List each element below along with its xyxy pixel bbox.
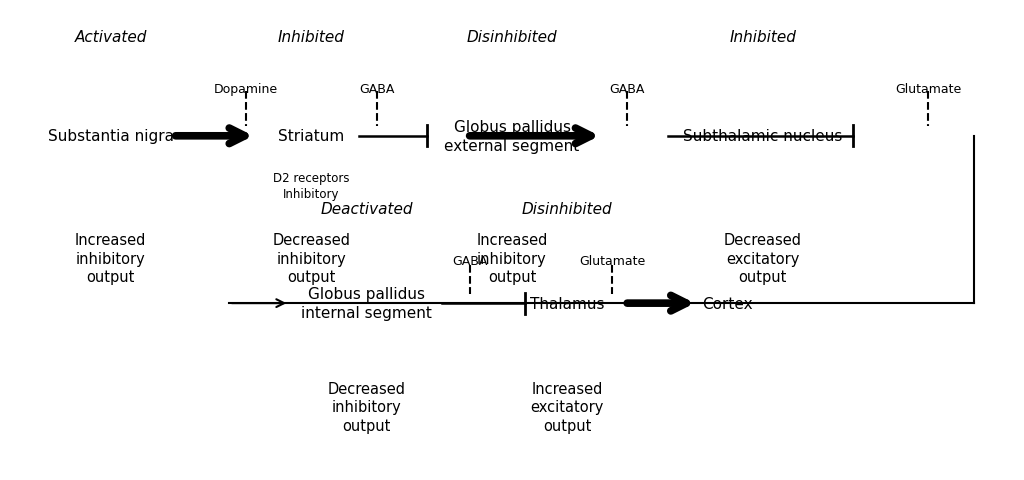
Text: Increased
inhibitory
output: Increased inhibitory output [476,233,548,285]
Text: Globus pallidus
external segment: Globus pallidus external segment [444,120,580,153]
Text: D2 receptors
Inhibitory: D2 receptors Inhibitory [273,171,349,200]
Text: Decreased
excitatory
output: Decreased excitatory output [724,233,802,285]
Text: Disinhibited: Disinhibited [522,202,612,217]
Text: Activated: Activated [75,30,146,45]
Text: Decreased
inhibitory
output: Decreased inhibitory output [272,233,350,285]
Text: Decreased
inhibitory
output: Decreased inhibitory output [328,381,406,433]
Text: Substantia nigra: Substantia nigra [47,129,174,144]
Text: Thalamus: Thalamus [530,296,604,311]
Text: Inhibited: Inhibited [278,30,345,45]
Text: Disinhibited: Disinhibited [467,30,557,45]
Text: GABA: GABA [609,83,645,96]
Text: GABA: GABA [358,83,394,96]
Text: Glutamate: Glutamate [580,255,645,268]
Text: Globus pallidus
internal segment: Globus pallidus internal segment [301,287,432,320]
Text: Striatum: Striatum [279,129,344,144]
Text: Cortex: Cortex [702,296,753,311]
Text: Increased
inhibitory
output: Increased inhibitory output [75,233,146,285]
Text: Glutamate: Glutamate [895,83,962,96]
Text: Increased
excitatory
output: Increased excitatory output [530,381,604,433]
Text: Inhibited: Inhibited [729,30,797,45]
Text: Subthalamic nucleus: Subthalamic nucleus [683,129,843,144]
Text: Dopamine: Dopamine [214,83,279,96]
Text: GABA: GABA [453,255,487,268]
Text: Deactivated: Deactivated [321,202,413,217]
